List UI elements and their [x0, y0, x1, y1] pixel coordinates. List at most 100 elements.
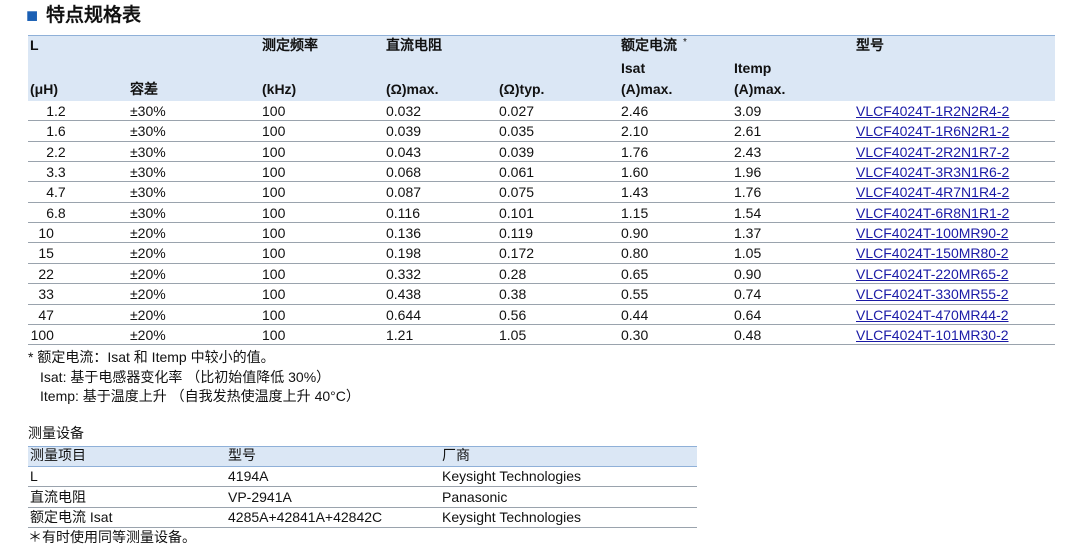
table-cell: 22 — [38, 265, 54, 282]
table-cell: 1.96 — [734, 164, 762, 181]
table-cell: 0.438 — [386, 286, 422, 303]
part-number-link[interactable]: VLCF4024T-101MR30-2 — [856, 326, 1009, 343]
row-separator — [28, 344, 1055, 346]
table-cell: 15 — [38, 245, 54, 262]
table-cell: 0.136 — [386, 225, 422, 242]
table-cell: 100 — [262, 164, 286, 181]
table-cell: 0.172 — [499, 245, 535, 262]
header-cell: 直流电阻 — [386, 37, 442, 53]
table-cell: 33 — [38, 286, 54, 303]
part-number-link[interactable]: VLCF4024T-6R8N1R1-2 — [856, 204, 1010, 221]
table-cell: ±20% — [130, 245, 166, 262]
part-number-link[interactable]: VLCF4024T-330MR55-2 — [856, 286, 1009, 303]
header-cell: (Ω)max. — [386, 81, 439, 97]
row-separator — [28, 201, 1055, 203]
table-cell: 0.64 — [734, 306, 762, 323]
table-cell: 0.80 — [621, 245, 649, 262]
table-cell: 10 — [38, 225, 54, 242]
section-title: 测量设备 — [28, 425, 84, 441]
row-separator — [28, 222, 1055, 224]
table-cell: 0.087 — [386, 184, 422, 201]
header-cell: 容差 — [130, 81, 158, 97]
row-separator — [28, 527, 697, 528]
title: 特点规格表 — [46, 5, 142, 26]
row-separator — [28, 120, 1055, 122]
table-cell: 1.21 — [386, 326, 414, 343]
table-cell: 2.2 — [46, 143, 66, 160]
table-cell: 0.332 — [386, 265, 422, 282]
table-cell: 1.05 — [734, 245, 762, 262]
table-cell: 4194A — [228, 468, 269, 484]
table-cell: 100 — [30, 326, 54, 343]
note: ＊有时使用同等测量设备。 — [28, 529, 196, 545]
table-cell: ±30% — [130, 184, 166, 201]
header-cell: (kHz) — [262, 81, 297, 97]
table-cell: 0.068 — [386, 164, 422, 181]
table-cell: 1.2 — [46, 103, 66, 119]
table-cell: 0.039 — [499, 143, 535, 160]
table-cell: 0.30 — [621, 326, 649, 343]
table-cell: 2.43 — [734, 143, 762, 160]
header-background — [28, 446, 697, 467]
table-cell: 直流电阻 — [30, 488, 86, 505]
table-cell: 3.3 — [46, 164, 66, 181]
table-cell: 0.032 — [386, 103, 422, 119]
table-cell: Keysight Technologies — [442, 509, 582, 525]
table-cell: ±20% — [130, 286, 166, 303]
table-cell: ±30% — [130, 123, 166, 140]
table-cell: L — [30, 468, 38, 484]
part-number-link[interactable]: VLCF4024T-220MR65-2 — [856, 265, 1009, 282]
row-separator — [28, 303, 1055, 305]
row-separator — [28, 506, 697, 508]
footnote-mark: * — [683, 37, 687, 48]
table-cell: 0.644 — [386, 306, 422, 323]
part-number-link[interactable]: VLCF4024T-2R2N1R7-2 — [856, 143, 1010, 160]
header-cell: 型号 — [856, 37, 884, 53]
table-cell: Keysight Technologies — [442, 468, 582, 484]
part-number-link[interactable]: VLCF4024T-3R3N1R6-2 — [856, 164, 1010, 181]
table-cell: 1.37 — [734, 225, 762, 242]
table-cell: 0.28 — [499, 265, 527, 282]
header-cell: L — [30, 37, 39, 53]
row-separator — [28, 486, 697, 487]
part-number-link[interactable]: VLCF4024T-1R2N2R4-2 — [856, 103, 1010, 119]
header-cell: (μH) — [30, 81, 58, 97]
table-cell: 0.061 — [499, 164, 535, 181]
row-separator — [28, 242, 1055, 244]
header-cell: 测量项目 — [30, 447, 86, 463]
table-cell: ±30% — [130, 103, 166, 119]
table-cell: ±20% — [130, 326, 166, 343]
table-cell: 0.027 — [499, 103, 535, 119]
header-cell: 测定频率 — [262, 37, 318, 53]
header-cell: Itemp — [734, 60, 772, 76]
row-separator — [28, 181, 1055, 183]
table-cell: 1.60 — [621, 164, 649, 181]
part-number-link[interactable]: VLCF4024T-1R6N2R1-2 — [856, 123, 1010, 140]
part-number-link[interactable]: VLCF4024T-150MR80-2 — [856, 245, 1009, 262]
header-cell: Isat — [621, 60, 646, 76]
table-cell: 0.039 — [386, 123, 422, 140]
table-cell: 100 — [262, 184, 286, 201]
table-cell: 1.43 — [621, 184, 649, 201]
note: Itemp: 基于温度上升 （自我发热使温度上升 40°C） — [40, 388, 360, 404]
part-number-link[interactable]: VLCF4024T-100MR90-2 — [856, 225, 1009, 242]
part-number-link[interactable]: VLCF4024T-470MR44-2 — [856, 306, 1009, 323]
table-cell: 0.55 — [621, 286, 649, 303]
table-cell: 4285A+42841A+42842C — [228, 509, 383, 525]
header-cell: 型号 — [228, 447, 256, 463]
table-cell: 100 — [262, 265, 286, 282]
table-cell: 额定电流 Isat — [30, 509, 113, 525]
table-cell: ±30% — [130, 204, 166, 221]
table-cell: 0.74 — [734, 286, 762, 303]
part-number-link[interactable]: VLCF4024T-4R7N1R4-2 — [856, 184, 1010, 201]
table-cell: 0.035 — [499, 123, 535, 140]
table-cell: 47 — [38, 306, 54, 323]
table-cell: 0.116 — [386, 204, 420, 221]
table-cell: 0.101 — [499, 204, 535, 221]
row-separator — [28, 140, 1055, 142]
header-background — [28, 35, 1055, 101]
table-cell: 4.7 — [46, 184, 66, 201]
table-cell: 100 — [262, 286, 286, 303]
table-cell: 100 — [262, 306, 286, 323]
row-separator — [28, 262, 1055, 264]
